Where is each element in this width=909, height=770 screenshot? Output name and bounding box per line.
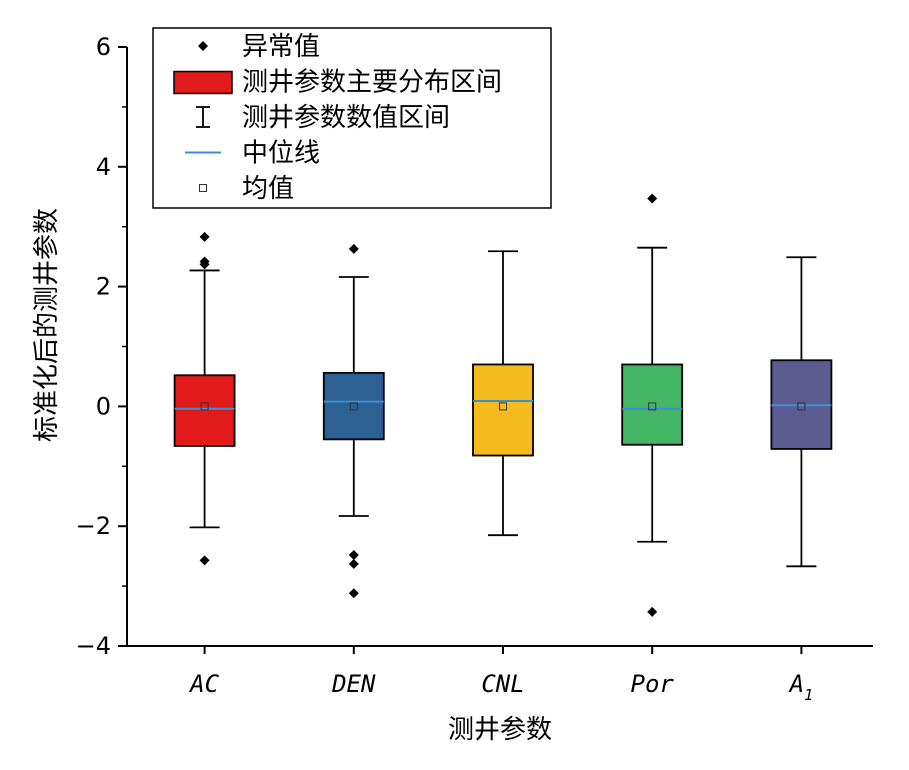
x-tick-label: DEN: [331, 670, 376, 698]
outlier-point: [647, 606, 658, 617]
legend-label: 测井参数数值区间: [242, 103, 450, 133]
box-iqr: [173, 374, 236, 447]
y-tick-label: 2: [96, 273, 111, 301]
mean-marker: [200, 402, 209, 411]
y-tick-label: 4: [96, 153, 111, 181]
outlier-point: [199, 259, 210, 270]
x-tick-label: Por: [631, 670, 675, 698]
legend-label: 异常值: [242, 32, 320, 62]
legend-label: 中位线: [242, 139, 320, 169]
outlier-point: [348, 549, 359, 560]
y-axis-title: 标准化后的测井参数: [32, 208, 62, 442]
box-group: [472, 250, 534, 537]
outlier-point: [348, 558, 359, 569]
y-tick-label: −2: [76, 512, 111, 540]
legend-frame: [152, 27, 552, 209]
boxes: [173, 193, 833, 617]
legend-label: 测井参数主要分布区间: [242, 68, 502, 98]
box-group: [322, 243, 385, 599]
x-tick-label: AC: [188, 670, 219, 698]
legend-label: 均值: [242, 174, 294, 204]
mean-marker: [349, 402, 358, 411]
mean-marker: [797, 402, 806, 411]
box-group: [770, 256, 833, 568]
x-tick-label: CNL: [481, 670, 524, 698]
outlier-point: [199, 555, 210, 566]
legend-box-symbol: [173, 70, 233, 95]
box-iqr: [322, 371, 385, 441]
y-tick-label: −4: [76, 632, 111, 660]
outlier-point: [348, 243, 359, 254]
y-tick-label: 0: [96, 392, 111, 420]
legend-mean-symbol: [199, 184, 207, 192]
y-tick-label: 6: [96, 33, 111, 61]
box-group: [173, 231, 236, 566]
mean-marker: [648, 402, 657, 411]
box-iqr: [472, 363, 534, 457]
box-group: [621, 193, 684, 617]
outlier-point: [348, 588, 359, 599]
mean-marker: [499, 402, 507, 411]
box-iqr: [621, 363, 684, 446]
outlier-point: [647, 193, 658, 204]
x-tick-label: A1: [788, 670, 813, 704]
x-tick-subscript: 1: [804, 686, 813, 704]
labels: 标准化后的测井参数 测井参数: [32, 208, 552, 745]
legend-outlier-symbol: [198, 41, 208, 51]
x-axis-title: 测井参数: [448, 715, 552, 745]
outlier-point: [199, 231, 210, 242]
